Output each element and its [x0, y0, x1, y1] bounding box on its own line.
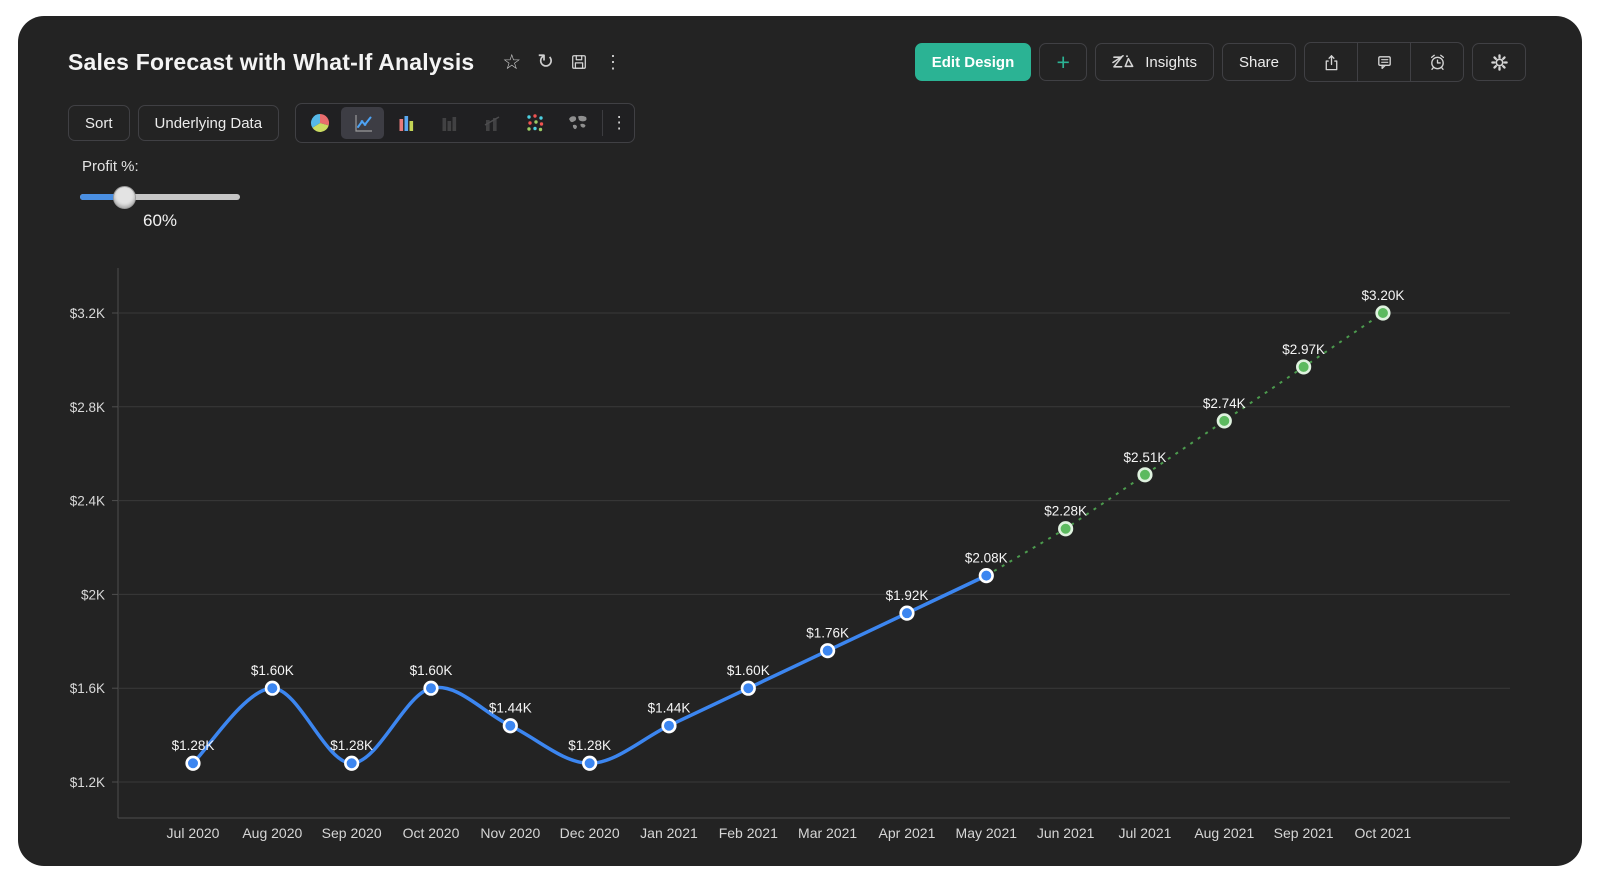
edit-design-button[interactable]: Edit Design: [914, 43, 1032, 81]
secondary-actions: [1304, 42, 1464, 82]
data-point-label: $2.51K: [1124, 450, 1167, 465]
gear-icon: [1489, 52, 1510, 73]
x-tick-label: Sep 2021: [1274, 825, 1334, 841]
x-tick-label: Jul 2021: [1118, 825, 1171, 841]
sort-button[interactable]: Sort: [68, 105, 130, 141]
data-point-label: $2.28K: [1044, 504, 1087, 519]
data-point-label: $1.60K: [410, 663, 453, 678]
y-tick-label: $3.2K: [70, 306, 105, 321]
sales-forecast-line-chart: $1.2K $1.6K $2K $2.4K $2.8K $3.2K Jul 2020 Aug …: [70, 268, 1510, 841]
combo-chart-icon[interactable]: [470, 107, 513, 139]
x-tick-label: Dec 2020: [560, 825, 620, 841]
title-bar: Sales Forecast with What-If Analysis ☆ ↻…: [68, 42, 1526, 82]
zia-icon: [1112, 54, 1137, 70]
comment-icon[interactable]: [1357, 43, 1410, 81]
x-tick-label: Mar 2021: [798, 825, 857, 841]
x-tick-label: Aug 2021: [1194, 825, 1254, 841]
data-point[interactable]: [502, 718, 518, 734]
series-line-forecast: [985, 312, 1384, 577]
profit-slider[interactable]: [80, 186, 240, 209]
data-point[interactable]: [344, 755, 360, 771]
data-point[interactable]: [1058, 521, 1074, 537]
x-tick-label: Nov 2020: [480, 825, 540, 841]
x-tick-label: May 2021: [956, 825, 1018, 841]
data-point-label: $2.97K: [1282, 342, 1325, 357]
data-point[interactable]: [264, 680, 280, 696]
view-toolbar: Sort Underlying Data: [68, 103, 636, 143]
map-chart-icon[interactable]: [556, 107, 599, 139]
x-tick-label: Sep 2020: [322, 825, 382, 841]
data-point[interactable]: [740, 680, 756, 696]
data-point[interactable]: [185, 755, 201, 771]
export-icon[interactable]: [1305, 43, 1357, 81]
underlying-data-button[interactable]: Underlying Data: [137, 105, 280, 141]
alarm-icon[interactable]: [1410, 43, 1463, 81]
x-tick-label: Oct 2020: [403, 825, 460, 841]
data-point[interactable]: [661, 718, 677, 734]
share-button[interactable]: Share: [1221, 43, 1296, 81]
chart-type-strip: ⋮: [295, 103, 636, 143]
page-title: Sales Forecast with What-If Analysis: [68, 48, 475, 75]
x-tick-label: Jan 2021: [640, 825, 698, 841]
x-tick-label: Apr 2021: [879, 825, 936, 841]
settings-button[interactable]: [1472, 43, 1526, 81]
data-point-label: $1.76K: [806, 626, 849, 641]
data-point[interactable]: [582, 755, 598, 771]
data-point[interactable]: [1296, 359, 1312, 375]
title-icon-group: ☆ ↻ ⋮: [502, 52, 622, 73]
x-tick-label: Jun 2021: [1037, 825, 1095, 841]
stacked-bar-chart-icon[interactable]: [427, 107, 470, 139]
more-vertical-icon[interactable]: ⋮: [604, 52, 622, 72]
pie-chart-icon[interactable]: [298, 107, 341, 139]
data-point[interactable]: [1137, 467, 1153, 483]
scatter-plot-icon[interactable]: [513, 107, 556, 139]
y-tick-label: $2K: [81, 587, 105, 602]
x-tick-label: Aug 2020: [242, 825, 302, 841]
data-point-label: $1.60K: [727, 663, 770, 678]
y-tick-label: $2.4K: [70, 494, 105, 509]
chart-type-more-icon[interactable]: ⋮: [610, 113, 628, 132]
x-tick-label: Feb 2021: [719, 825, 778, 841]
data-point-label: $1.28K: [330, 738, 373, 753]
refresh-icon[interactable]: ↻: [537, 51, 554, 73]
slider-track[interactable]: [80, 194, 240, 200]
y-tick-label: $2.8K: [70, 400, 105, 415]
add-button[interactable]: +: [1039, 43, 1088, 81]
data-point[interactable]: [1216, 413, 1232, 429]
x-tick-label: Oct 2021: [1355, 825, 1412, 841]
header-actions: Edit Design + Insights Share: [914, 42, 1526, 82]
y-tick-label: $1.6K: [70, 681, 105, 696]
data-point[interactable]: [899, 605, 915, 621]
slider-fill: [80, 194, 124, 200]
series-line-actual: [191, 573, 989, 765]
x-tick-label: Jul 2020: [167, 825, 220, 841]
data-point-label: $3.20K: [1362, 288, 1405, 303]
data-point-label: $2.74K: [1203, 396, 1246, 411]
insights-label: Insights: [1145, 53, 1197, 71]
divider: [602, 110, 604, 136]
data-point-label: $1.28K: [172, 738, 215, 753]
line-chart-icon[interactable]: [341, 107, 385, 139]
data-point[interactable]: [820, 643, 836, 659]
bar-chart-icon[interactable]: [384, 107, 427, 139]
data-point[interactable]: [1375, 305, 1391, 321]
slider-handle[interactable]: [113, 186, 137, 209]
data-point-label: $2.08K: [965, 551, 1008, 566]
data-point[interactable]: [978, 568, 994, 584]
data-point-label: $1.44K: [648, 701, 691, 716]
insights-button[interactable]: Insights: [1095, 43, 1214, 81]
y-tick-label: $1.2K: [70, 775, 105, 790]
star-icon[interactable]: ☆: [502, 50, 522, 74]
data-point-label: $1.28K: [568, 738, 611, 753]
profit-slider-value: 60%: [143, 211, 178, 230]
data-point-label: $1.60K: [251, 663, 294, 678]
app-window: Sales Forecast with What-If Analysis ☆ ↻…: [18, 16, 1582, 866]
data-point-label: $1.92K: [886, 588, 929, 603]
data-point[interactable]: [423, 680, 439, 696]
data-point-label: $1.44K: [489, 701, 532, 716]
profit-slider-label: Profit %:: [82, 158, 139, 175]
save-icon[interactable]: [570, 53, 588, 71]
